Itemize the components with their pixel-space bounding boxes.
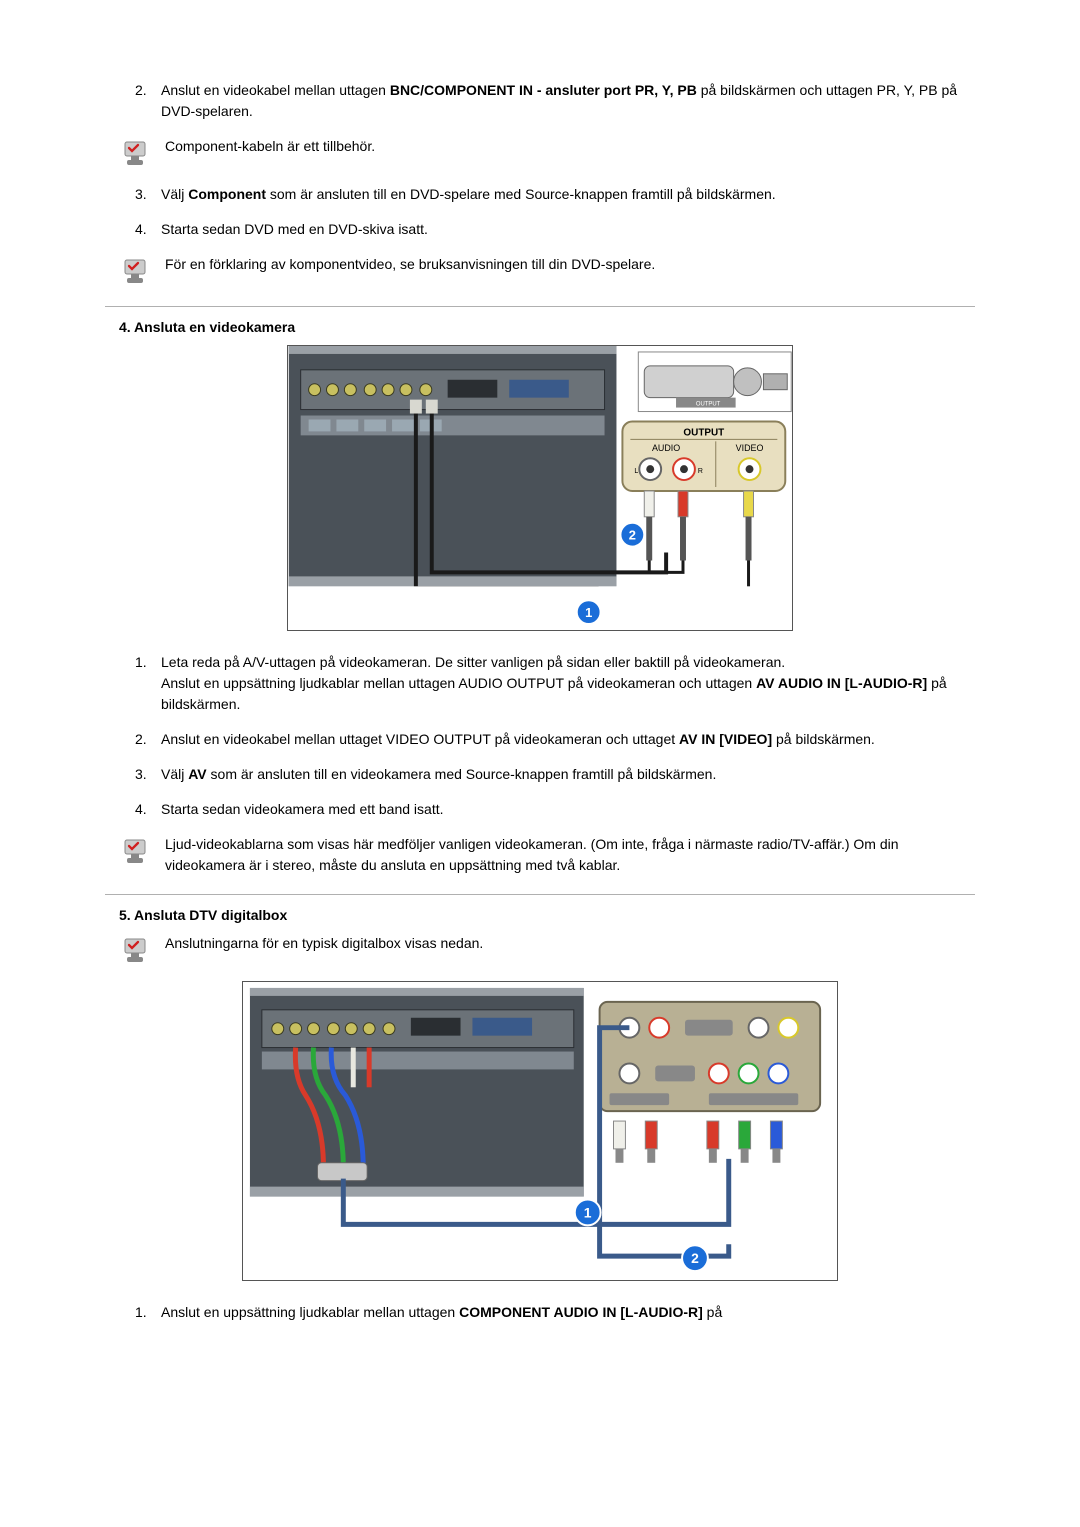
list-number: 2. bbox=[135, 729, 161, 750]
text: Anslut en uppsättning ljudkablar mellan … bbox=[161, 675, 756, 691]
list-number: 4. bbox=[135, 219, 161, 240]
text: Anslut en videokabel mellan uttagen bbox=[161, 82, 390, 98]
sec3-item-2: 2. Anslut en videokabel mellan uttagen B… bbox=[135, 80, 975, 122]
svg-text:OUTPUT: OUTPUT bbox=[683, 427, 724, 438]
svg-text:1: 1 bbox=[585, 605, 592, 620]
note-dvd-manual: För en förklaring av komponentvideo, se … bbox=[119, 254, 975, 288]
text-bold: AV bbox=[188, 766, 206, 782]
note-av-cables: Ljud-videokablarna som visas här medfölj… bbox=[119, 834, 975, 876]
sec3-list-cont: 3. Välj Component som är ansluten till e… bbox=[105, 184, 975, 240]
list-number: 4. bbox=[135, 799, 161, 820]
sec4-title: 4. Ansluta en videokamera bbox=[119, 319, 975, 335]
sec4-item-1: 1. Leta reda på A/V-uttagen på videokame… bbox=[135, 652, 975, 715]
sec3-item-3: 3. Välj Component som är ansluten till e… bbox=[135, 184, 975, 205]
list-number: 3. bbox=[135, 184, 161, 205]
sec4-item-3: 3. Välj AV som är ansluten till en video… bbox=[135, 764, 975, 785]
note-dtv: Anslutningarna för en typisk digitalbox … bbox=[119, 933, 975, 967]
note-icon bbox=[119, 254, 155, 288]
svg-text:VIDEO: VIDEO bbox=[736, 443, 764, 453]
sec4-item-2: 2. Anslut en videokabel mellan uttaget V… bbox=[135, 729, 975, 750]
sec4-diagram: OUTPUT OUTPUT AUDIO VIDEO L R bbox=[105, 345, 975, 634]
text-bold: AV AUDIO IN [L-AUDIO-R] bbox=[756, 675, 927, 691]
sec5-title: 5. Ansluta DTV digitalbox bbox=[119, 907, 975, 923]
text-bold: AV IN [VIDEO] bbox=[679, 731, 772, 747]
text: Leta reda på A/V-uttagen på videokameran… bbox=[161, 654, 785, 670]
sec5-diagram: 1 2 bbox=[105, 981, 975, 1284]
text: Anslut en videokabel mellan uttaget VIDE… bbox=[161, 731, 679, 747]
note-text: För en förklaring av komponentvideo, se … bbox=[165, 254, 975, 275]
sec5-list: 1. Anslut en uppsättning ljudkablar mell… bbox=[105, 1302, 975, 1323]
text: som är ansluten till en DVD-spelare med … bbox=[266, 186, 776, 202]
text-bold: BNC/COMPONENT IN - ansluter port PR, Y, … bbox=[390, 82, 701, 98]
note-text: Component-kabeln är ett tillbehör. bbox=[165, 136, 975, 157]
svg-text:2: 2 bbox=[629, 528, 636, 543]
note-text: Anslutningarna för en typisk digitalbox … bbox=[165, 933, 975, 954]
list-number: 3. bbox=[135, 764, 161, 785]
text: Välj bbox=[161, 186, 188, 202]
list-number: 2. bbox=[135, 80, 161, 122]
text: Anslut en uppsättning ljudkablar mellan … bbox=[161, 1304, 459, 1320]
svg-text:1: 1 bbox=[584, 1204, 592, 1220]
sec3-list: 2. Anslut en videokabel mellan uttagen B… bbox=[105, 80, 975, 122]
text: på bildskärmen. bbox=[772, 731, 875, 747]
svg-text:AUDIO: AUDIO bbox=[652, 443, 680, 453]
svg-text:L: L bbox=[634, 468, 638, 475]
svg-text:R: R bbox=[698, 468, 703, 475]
divider bbox=[105, 894, 975, 895]
text: Starta sedan DVD med en DVD-skiva isatt. bbox=[161, 219, 975, 240]
note-icon bbox=[119, 933, 155, 967]
text-bold: Component bbox=[188, 186, 266, 202]
note-component-cable: Component-kabeln är ett tillbehör. bbox=[119, 136, 975, 170]
document-page: 2. Anslut en videokabel mellan uttagen B… bbox=[105, 80, 975, 1323]
sec4-list: 1. Leta reda på A/V-uttagen på videokame… bbox=[105, 652, 975, 820]
list-number: 1. bbox=[135, 652, 161, 715]
list-number: 1. bbox=[135, 1302, 161, 1323]
sec3-item-4: 4. Starta sedan DVD med en DVD-skiva isa… bbox=[135, 219, 975, 240]
note-icon bbox=[119, 136, 155, 170]
note-text: Ljud-videokablarna som visas här medfölj… bbox=[165, 834, 975, 876]
text-bold: COMPONENT AUDIO IN [L-AUDIO-R] bbox=[459, 1304, 703, 1320]
text: Starta sedan videokamera med ett band is… bbox=[161, 799, 975, 820]
sec5-item-1: 1. Anslut en uppsättning ljudkablar mell… bbox=[135, 1302, 975, 1323]
sec4-item-4: 4. Starta sedan videokamera med ett band… bbox=[135, 799, 975, 820]
text: som är ansluten till en videokamera med … bbox=[207, 766, 717, 782]
svg-text:2: 2 bbox=[691, 1250, 699, 1266]
note-icon bbox=[119, 834, 155, 868]
svg-text:OUTPUT: OUTPUT bbox=[696, 402, 721, 408]
text: på bbox=[703, 1304, 722, 1320]
text: Välj bbox=[161, 766, 188, 782]
divider bbox=[105, 306, 975, 307]
